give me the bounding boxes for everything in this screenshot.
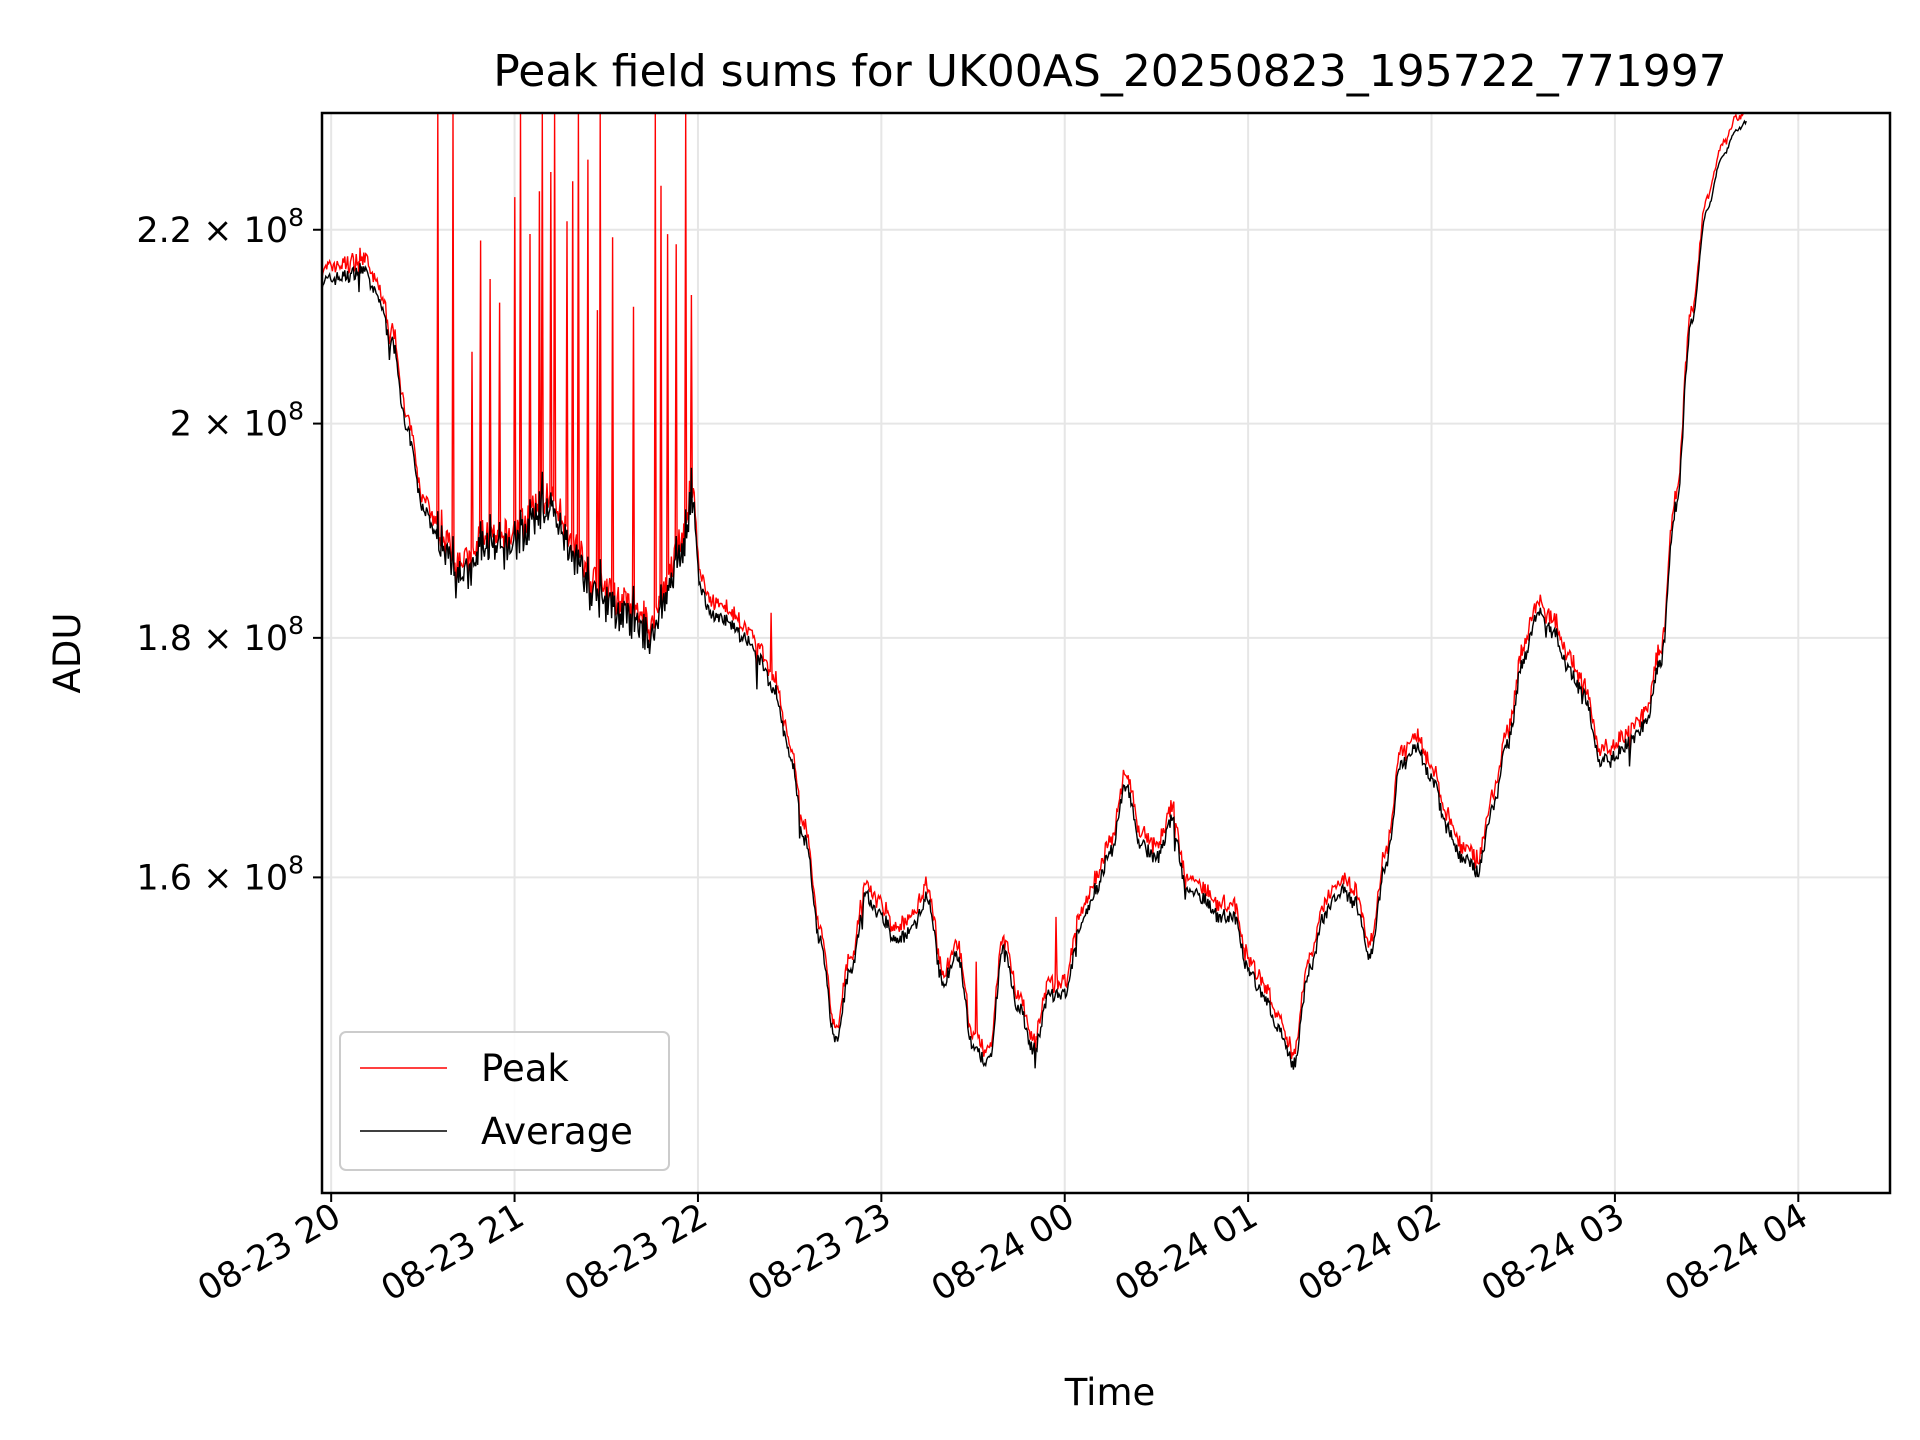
x-axis-label: Time <box>1064 1371 1156 1414</box>
y-tick-label: 2 × 108 <box>170 397 304 445</box>
y-tick-label: 1.6 × 108 <box>136 850 304 898</box>
chart-title: Peak field sums for UK00AS_20250823_1957… <box>493 46 1726 97</box>
y-axis-label: ADU <box>46 613 89 694</box>
legend-average-label: Average <box>481 1110 633 1153</box>
legend-box <box>339 1031 670 1171</box>
plot-frame <box>320 111 1892 1195</box>
legend-peak-label: Peak <box>481 1047 569 1090</box>
grid <box>322 113 1890 1193</box>
series <box>321 112 1747 1070</box>
y-tick-label: 2.2 × 108 <box>136 203 304 251</box>
legend: Peak Average <box>339 1031 670 1171</box>
y-tick-label: 1.8 × 108 <box>136 611 304 659</box>
series-average-line <box>321 119 1747 1070</box>
